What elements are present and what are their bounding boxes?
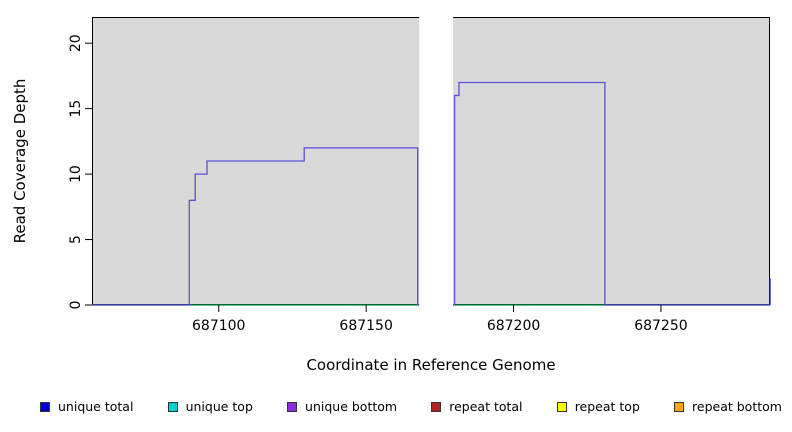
- legend: unique total unique top unique bottom repea…: [40, 399, 782, 414]
- y-tick-label: 15: [68, 100, 84, 118]
- y-axis-label: Read Coverage Depth: [11, 78, 29, 244]
- legend-item: repeat total: [431, 399, 523, 414]
- x-tick-label: 687100: [192, 318, 245, 334]
- series-unique-bottom-coverage: [92, 147, 420, 306]
- legend-swatch: [40, 401, 50, 412]
- chart-canvas: 687100 687150 687200 687250 0 5 10 15 20: [68, 13, 771, 334]
- x-tick-label: 687250: [634, 318, 687, 334]
- legend-swatch: [674, 401, 685, 412]
- legend-item: unique top: [167, 399, 253, 414]
- legend-item: repeat bottom: [674, 399, 782, 414]
- legend-swatch: [431, 401, 442, 412]
- x-tick-label: 687200: [487, 318, 540, 334]
- legend-label: repeat top: [574, 399, 640, 414]
- legend-label: unique total: [58, 399, 134, 414]
- legend-item: unique total: [40, 399, 133, 414]
- legend-label: repeat bottom: [692, 399, 782, 414]
- legend-swatch: [556, 401, 567, 412]
- series-unique-bottom-coverage: [453, 81, 770, 306]
- masked-region: [419, 13, 454, 307]
- y-tick-label: 10: [68, 165, 84, 183]
- legend-label: repeat total: [449, 399, 523, 414]
- y-tick-label: 5: [68, 235, 84, 244]
- legend-label: unique top: [185, 399, 253, 414]
- legend-item: repeat top: [556, 399, 640, 414]
- legend-swatch: [167, 401, 178, 412]
- legend-swatch: [287, 401, 298, 412]
- x-axis-label: Coordinate in Reference Genome: [306, 356, 556, 374]
- legend-item: unique bottom: [287, 399, 397, 414]
- legend-label: unique bottom: [305, 399, 398, 414]
- y-tick-label: 0: [68, 301, 84, 310]
- y-tick-label: 20: [68, 34, 84, 52]
- x-tick-label: 687150: [339, 318, 392, 334]
